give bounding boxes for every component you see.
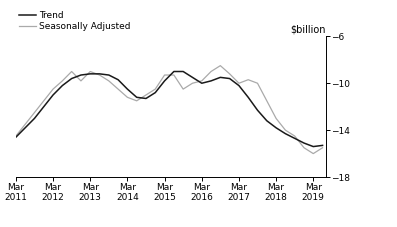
Trend <box>51 94 56 96</box>
Legend: Trend, Seasonally Adjusted: Trend, Seasonally Adjusted <box>16 8 135 35</box>
Trend <box>97 72 102 75</box>
Line: Trend: Trend <box>16 72 323 147</box>
Trend <box>162 79 167 82</box>
Seasonally Adjusted <box>153 88 158 90</box>
Trend <box>227 77 232 80</box>
Trend <box>246 96 251 99</box>
Trend <box>181 70 185 73</box>
Seasonally Adjusted <box>144 94 148 96</box>
Seasonally Adjusted <box>134 99 139 102</box>
Seasonally Adjusted <box>190 82 195 85</box>
Trend <box>190 76 195 79</box>
Seasonally Adjusted <box>255 82 260 85</box>
Seasonally Adjusted <box>264 99 269 102</box>
Trend <box>172 70 176 73</box>
Trend <box>32 117 37 120</box>
Trend <box>69 77 74 80</box>
Trend <box>320 144 325 147</box>
Trend <box>199 82 204 85</box>
Seasonally Adjusted <box>274 117 278 120</box>
Trend <box>116 78 121 81</box>
Seasonally Adjusted <box>125 96 130 99</box>
Trend <box>134 96 139 99</box>
Line: Seasonally Adjusted: Seasonally Adjusted <box>16 66 323 154</box>
Seasonally Adjusted <box>32 111 37 114</box>
Trend <box>88 72 93 75</box>
Seasonally Adjusted <box>88 70 93 73</box>
Seasonally Adjusted <box>69 70 74 73</box>
Trend <box>292 137 297 140</box>
Trend <box>283 132 288 135</box>
Seasonally Adjusted <box>283 129 288 131</box>
Seasonally Adjusted <box>181 88 185 90</box>
Seasonally Adjusted <box>227 72 232 75</box>
Trend <box>311 145 316 148</box>
Text: $billion: $billion <box>290 25 326 35</box>
Trend <box>153 91 158 94</box>
Trend <box>13 136 18 138</box>
Seasonally Adjusted <box>199 79 204 82</box>
Trend <box>264 119 269 122</box>
Seasonally Adjusted <box>320 146 325 149</box>
Seasonally Adjusted <box>13 135 18 137</box>
Trend <box>60 84 65 87</box>
Trend <box>79 74 83 76</box>
Trend <box>237 84 241 87</box>
Seasonally Adjusted <box>311 152 316 155</box>
Trend <box>41 105 46 108</box>
Seasonally Adjusted <box>51 88 56 90</box>
Seasonally Adjusted <box>23 123 27 126</box>
Seasonally Adjusted <box>162 74 167 76</box>
Trend <box>218 76 223 79</box>
Trend <box>106 74 111 76</box>
Trend <box>209 79 214 82</box>
Seasonally Adjusted <box>172 74 176 76</box>
Trend <box>144 97 148 100</box>
Seasonally Adjusted <box>116 88 121 90</box>
Seasonally Adjusted <box>60 79 65 82</box>
Trend <box>302 142 306 144</box>
Trend <box>274 126 278 129</box>
Seasonally Adjusted <box>237 82 241 85</box>
Seasonally Adjusted <box>106 79 111 82</box>
Seasonally Adjusted <box>292 135 297 137</box>
Trend <box>125 88 130 90</box>
Seasonally Adjusted <box>97 74 102 76</box>
Seasonally Adjusted <box>246 78 251 81</box>
Seasonally Adjusted <box>79 79 83 82</box>
Seasonally Adjusted <box>209 70 214 73</box>
Seasonally Adjusted <box>218 64 223 67</box>
Seasonally Adjusted <box>41 99 46 102</box>
Trend <box>255 109 260 111</box>
Trend <box>23 126 27 129</box>
Seasonally Adjusted <box>302 146 306 149</box>
